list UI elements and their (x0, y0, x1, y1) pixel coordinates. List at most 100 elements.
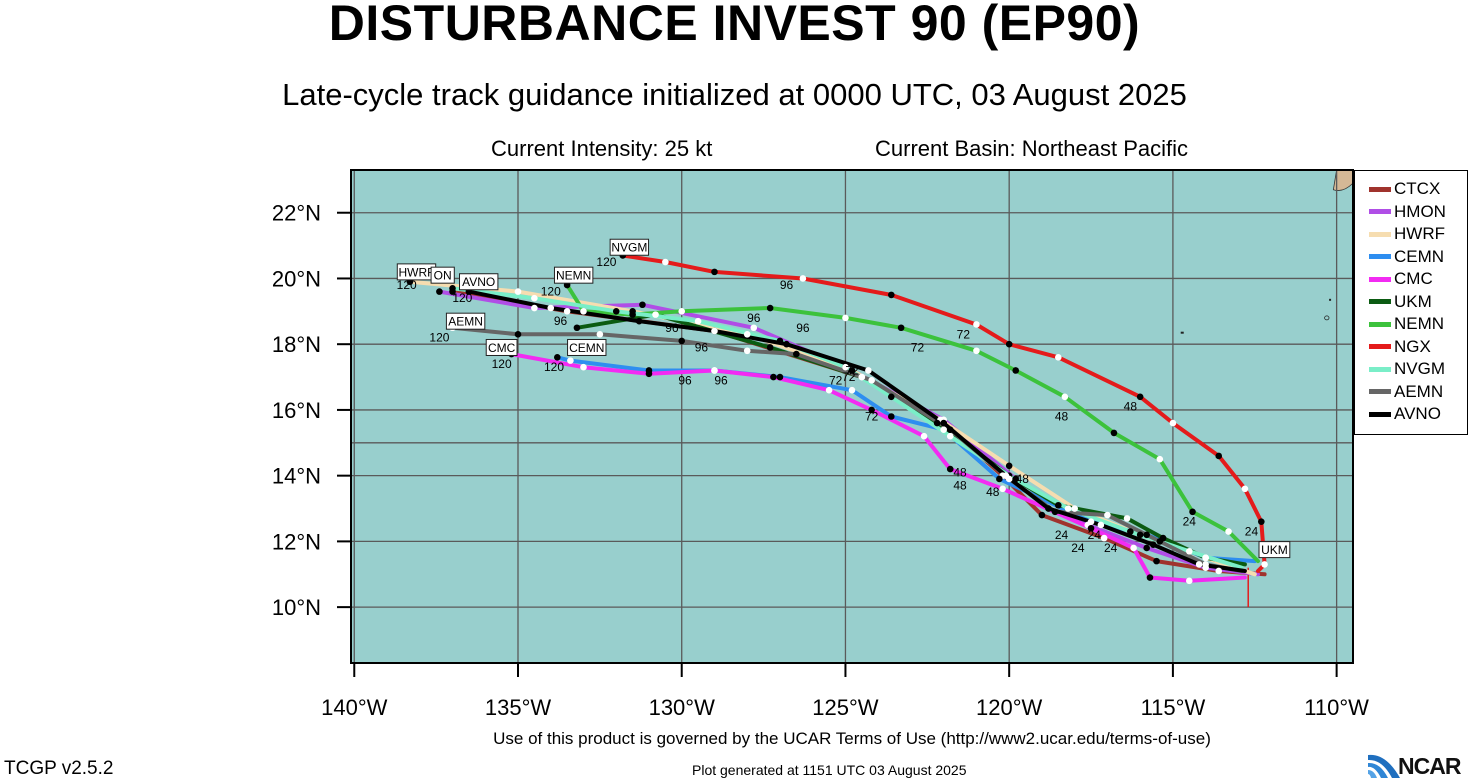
track-point-hwrf (848, 367, 856, 374)
track-point-nemn (1012, 367, 1020, 374)
track-point-ukm (1054, 501, 1062, 509)
lon-tick-label: 135°W (485, 695, 552, 720)
track-point-cmc (868, 406, 875, 414)
storm-tag-label: AVNO (462, 275, 495, 289)
legend-swatch (1369, 321, 1391, 327)
track-point-ctcx (1038, 511, 1046, 519)
track-point-nemn (1110, 429, 1118, 437)
storm-tag-label: HWRF (398, 265, 434, 279)
track-point-aemn (743, 347, 751, 355)
legend-label: NVGM (1394, 359, 1445, 378)
current-basin: Current Basin: Northeast Pacific (875, 136, 1189, 161)
track-point-avno (635, 317, 643, 325)
track-point-hwrf (1136, 531, 1144, 539)
forecast-hour-label: 24 (1055, 528, 1069, 542)
track-point-cemn (1087, 518, 1095, 525)
legend-label: CEMN (1394, 246, 1445, 266)
storm-tag-box (430, 266, 455, 284)
legend: CTCX HMON HWRF CEMN CMC UKM NEMN NGX NVGM AEMN AVN… (1354, 170, 1468, 435)
track-point-cmc (770, 373, 777, 381)
track-point-cmc (999, 485, 1006, 493)
forecast-hour-label: 96 (554, 314, 568, 328)
track-point-avno (1045, 505, 1052, 512)
lat-tick-label: 12°N (272, 529, 321, 554)
track-point-ctcx (563, 308, 571, 315)
forecast-hour-label: 48 (953, 479, 967, 493)
track-point-nvgm (1064, 505, 1072, 512)
track-point-nemn (678, 308, 686, 315)
forecast-hour-label: 120 (492, 357, 512, 371)
forecast-hour-label: 120 (429, 331, 449, 345)
track-point-hwrf (1071, 505, 1078, 512)
legend-swatch (1369, 209, 1391, 214)
track-point-cmc (920, 432, 928, 440)
track-point-nvgm (1127, 528, 1134, 535)
track-point-cemn (553, 354, 561, 361)
track-point-ngx (1258, 518, 1265, 525)
track-point-nemn (766, 304, 774, 312)
track-point-nvgm (776, 337, 784, 345)
legend-swatch (1369, 411, 1391, 417)
track-point-avno (1097, 521, 1105, 529)
track-point-aemn (678, 337, 686, 345)
forecast-hour-label: 72 (829, 373, 843, 387)
storm-tag-label: UKM (1261, 543, 1288, 557)
forecast-hour-label: 96 (747, 311, 761, 325)
track-point-ctcx (1100, 534, 1108, 542)
storm-tag-box (609, 238, 650, 256)
forecast-hour-label: 48 (1055, 410, 1069, 424)
forecast-hour-label: 24 (1088, 528, 1102, 542)
forecast-hour-label: 96 (796, 321, 810, 335)
ncar-logo-icon (1368, 754, 1400, 778)
forecast-hour-label: 72 (842, 370, 856, 384)
track-point-nvgm (449, 285, 456, 292)
legend-item-cmc: CMC (1369, 268, 1433, 290)
legend-item-cemn: CEMN (1369, 246, 1444, 268)
track-point-hwrf (514, 288, 522, 295)
legend-item-ctcx: CTCX (1369, 178, 1440, 200)
forecast-hour-label: 96 (665, 321, 679, 335)
track-point-nvgm (946, 432, 954, 440)
track-point-cemn (940, 426, 947, 433)
legend-label: CTCX (1394, 179, 1441, 198)
forecast-hour-label: 72 (865, 410, 879, 424)
track-point-ngx (1241, 485, 1249, 493)
storm-tag-box (445, 312, 486, 330)
forecast-hour-label: 72 (911, 340, 925, 354)
terms-of-use: Use of this product is governed by the U… (493, 729, 1211, 748)
track-point-ngx (973, 321, 980, 328)
track-point-ngx (1136, 393, 1144, 401)
legend-label: NGX (1394, 336, 1431, 356)
legend-label: HWRF (1394, 224, 1445, 243)
current-intensity: Current Intensity: 25 kt (491, 136, 713, 161)
track-point-hwrf (743, 331, 751, 338)
track-point-nvgm (694, 317, 702, 325)
legend-item-hwrf: HWRF (1369, 223, 1445, 245)
storm-tag-label: AEMN (448, 315, 483, 329)
track-line-aemn (450, 325, 1244, 573)
legend-item-ukm: UKM (1369, 291, 1432, 313)
forecast-hour-label: 120 (541, 285, 561, 299)
track-point-aemn (1104, 511, 1111, 519)
storm-tag-box (459, 273, 499, 291)
track-point-hmon (531, 304, 538, 312)
forecast-hour-label: 24 (1071, 541, 1085, 555)
track-point-nemn (629, 311, 636, 318)
track-point-ngx (1005, 340, 1013, 348)
forecast-hour-label: 96 (714, 373, 728, 387)
lon-tick-label: 140°W (321, 695, 388, 720)
track-point-ngx (1215, 452, 1223, 460)
track-point-cemn (567, 357, 574, 364)
track-point-nemn (1156, 455, 1164, 463)
legend-item-nemn: NEMN (1369, 313, 1444, 335)
track-point-nvgm (887, 393, 895, 401)
track-point-ukm (1202, 554, 1209, 562)
track-point-cemn (1143, 531, 1151, 539)
storm-tag-box (567, 338, 607, 356)
legend-label: UKM (1394, 291, 1432, 311)
lat-tick-label: 22°N (272, 201, 321, 226)
forecast-hour-label: 96 (695, 340, 709, 354)
track-point-ukm (1123, 515, 1131, 522)
ncar-logo: NCAR (1366, 751, 1469, 780)
storm-tag-box (485, 338, 518, 356)
